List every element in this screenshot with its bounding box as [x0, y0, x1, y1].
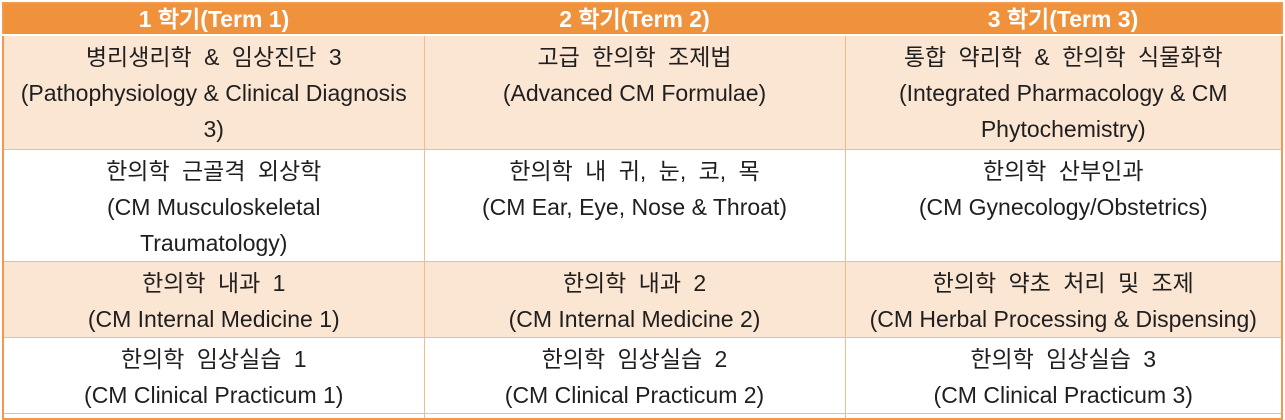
course-line: (CM Herbal Processing & Dispensing) [869, 306, 1257, 332]
empty-cell [423, 413, 846, 420]
course-line: (CM Musculoskeletal [107, 194, 321, 220]
course-line: 한의학 임상실습 2 [541, 346, 728, 372]
column-header-term-3: 3 학기(Term 3) [845, 3, 1282, 36]
course-line: (CM Internal Medicine 1) [87, 306, 340, 332]
table-row-2: 한의학 근골격 외상학 (CM Musculoskeletal Traumato… [2, 149, 1283, 262]
course-line: (CM Gynecology/Obstetrics) [918, 194, 1208, 220]
course-line: (CM Clinical Practicum 3) [933, 382, 1193, 408]
column-header-term-1: 1 학기(Term 1) [3, 3, 424, 36]
course-cell-term3-row2: 한의학 산부인과 (CM Gynecology/Obstetrics) [844, 149, 1283, 262]
course-line: 고급 한의학 조제법 [537, 44, 732, 70]
course-cell-term1-row4: 한의학 임상실습 1 (CM Clinical Practicum 1) [2, 337, 425, 414]
course-line: 병리생리학 & 임상진단 3 [85, 44, 342, 70]
course-line: (CM Ear, Eye, Nose & Throat) [481, 194, 788, 220]
course-line: 한의학 산부인과 [982, 158, 1144, 184]
course-line: 한의학 약초 처리 및 조제 [932, 270, 1194, 296]
course-line: 한의학 내과 2 [562, 270, 707, 296]
table-row-4: 한의학 임상실습 1 (CM Clinical Practicum 1) 한의학… [2, 337, 1283, 414]
course-line: 한의학 임상실습 3 [970, 346, 1157, 372]
table-header-row: 1 학기(Term 1) 2 학기(Term 2) 3 학기(Term 3) [3, 3, 1282, 36]
course-cell-term1-row2: 한의학 근골격 외상학 (CM Musculoskeletal Traumato… [2, 149, 425, 262]
course-cell-term3-row4: 한의학 임상실습 3 (CM Clinical Practicum 3) [844, 337, 1283, 414]
course-line: 한의학 내 귀, 눈, 코, 목 [509, 158, 760, 184]
course-line: (Integrated Pharmacology & CM [898, 80, 1228, 106]
course-line: (CM Internal Medicine 2) [508, 306, 761, 332]
course-cell-term3-row3: 한의학 약초 처리 및 조제 (CM Herbal Processing & D… [844, 261, 1283, 338]
course-cell-term1-row1: 병리생리학 & 임상진단 3 (Pathophysiology & Clinic… [2, 34, 425, 150]
table-row-3: 한의학 내과 1 (CM Internal Medicine 1) 한의학 내과… [2, 261, 1283, 338]
course-cell-term3-row1: 통합 약리학 & 한의학 식물화학 (Integrated Pharmacolo… [844, 34, 1283, 150]
table-row-1: 병리생리학 & 임상진단 3 (Pathophysiology & Clinic… [2, 34, 1283, 150]
course-cell-term1-row3: 한의학 내과 1 (CM Internal Medicine 1) [2, 261, 425, 338]
course-line: (Pathophysiology & Clinical Diagnosis [20, 80, 407, 106]
course-cell-term2-row1: 고급 한의학 조제법 (Advanced CM Formulae) [423, 34, 846, 150]
course-line: 한의학 임상실습 1 [120, 346, 307, 372]
course-line: 한의학 근골격 외상학 [106, 158, 322, 184]
empty-cell [844, 413, 1283, 420]
empty-cell [2, 413, 425, 420]
course-line: Phytochemistry) [980, 116, 1146, 142]
course-cell-term2-row4: 한의학 임상실습 2 (CM Clinical Practicum 2) [423, 337, 846, 414]
course-line: 통합 약리학 & 한의학 식물화학 [903, 44, 1223, 70]
column-header-term-2: 2 학기(Term 2) [424, 3, 845, 36]
course-line: (Advanced CM Formulae) [502, 80, 767, 106]
course-line: 3) [203, 116, 224, 142]
table-empty-row [2, 413, 1283, 420]
course-line: Traumatology) [140, 230, 288, 256]
course-cell-term2-row3: 한의학 내과 2 (CM Internal Medicine 2) [423, 261, 846, 338]
course-line: (CM Clinical Practicum 2) [504, 382, 765, 408]
course-line: (CM Clinical Practicum 1) [84, 382, 344, 408]
course-line: 한의학 내과 1 [142, 270, 286, 296]
course-cell-term2-row2: 한의학 내 귀, 눈, 코, 목 (CM Ear, Eye, Nose & Th… [423, 149, 846, 262]
